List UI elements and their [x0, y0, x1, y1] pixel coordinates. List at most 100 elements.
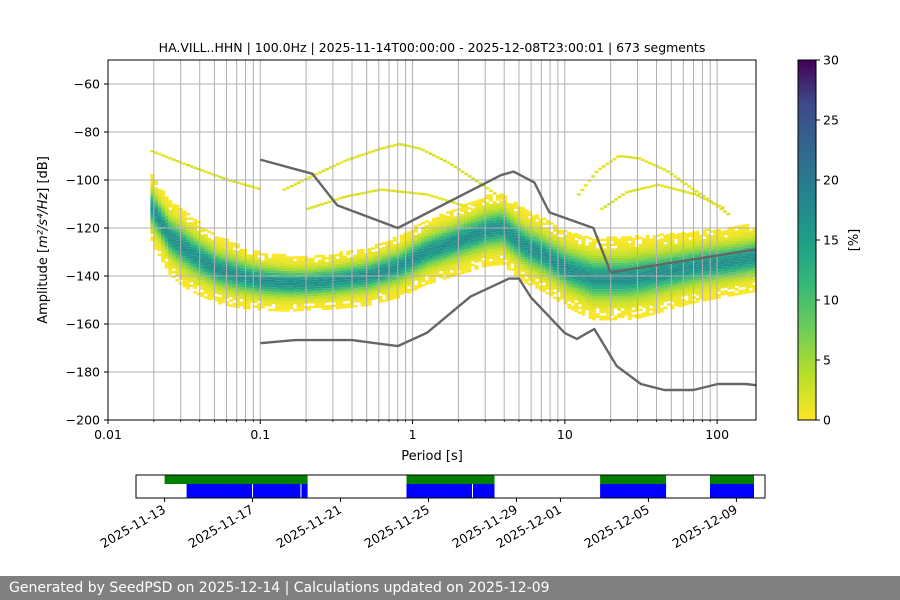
psd-cell: [161, 219, 166, 222]
psd-cell: [481, 236, 486, 239]
psd-cell: [553, 265, 557, 268]
psd-cell: [257, 187, 262, 190]
psd-cell: [738, 292, 743, 295]
psd-cell: [752, 287, 756, 290]
psd-cell: [406, 257, 411, 260]
psd-cell: [157, 200, 162, 204]
psd-cell: [374, 294, 379, 297]
psd-cell: [542, 280, 547, 283]
timeline-ticks: 2025-11-13 2025-11-17 2025-11-21 2025-11-25…: [98, 498, 740, 551]
psd-cell: [292, 263, 297, 266]
psd-cell: [168, 202, 173, 206]
psd-cell: [193, 260, 198, 263]
psd-cell: [235, 296, 240, 299]
psd-cell: [332, 259, 337, 262]
psd-cell: [663, 270, 668, 274]
psd-cell: [595, 258, 600, 261]
psd-cell: [663, 282, 668, 286]
psd-cell: [674, 279, 679, 282]
psd-cell: [474, 217, 479, 220]
psd-cell: [642, 315, 646, 318]
psd-cell: [405, 191, 410, 194]
psd-cell: [207, 293, 212, 296]
psd-cell: [367, 288, 372, 292]
psd-cell: [716, 233, 721, 237]
psd-cell: [545, 241, 550, 244]
psd-cell: [325, 295, 329, 298]
psd-cell: [321, 286, 326, 289]
psd-cell: [218, 297, 223, 300]
psd-cell: [741, 241, 746, 244]
psd-cell: [421, 236, 426, 239]
psd-cell: [246, 261, 251, 264]
psd-cell: [613, 306, 618, 309]
psd-cell: [563, 234, 568, 238]
psd-cell: [175, 223, 180, 227]
psd-cell: [553, 251, 557, 254]
psd-cell: [474, 200, 479, 203]
psd-cell: [531, 246, 536, 249]
psd-cell: [684, 274, 689, 277]
psd-cell: [706, 243, 711, 246]
psd-cell: [414, 261, 418, 264]
noise-model-lines: [259, 158, 756, 392]
psd-cell: [488, 230, 493, 233]
psd-cell: [503, 228, 508, 232]
psd-cell: [699, 280, 703, 283]
psd-cell: [232, 259, 237, 262]
psd-cell: [606, 250, 611, 254]
psd-cell: [392, 289, 397, 293]
psd-cell: [599, 301, 604, 304]
psd-cell: [567, 294, 572, 297]
psd-cell: [506, 251, 511, 254]
psd-cell: [592, 284, 597, 287]
psd-cell: [406, 272, 411, 275]
psd-cell: [424, 249, 429, 252]
psd-cell: [574, 281, 579, 284]
psd-cell: [524, 267, 529, 270]
psd-cell: [542, 277, 547, 281]
psd-cell: [524, 219, 529, 222]
psd-cell: [214, 270, 219, 273]
psd-cell: [535, 272, 540, 275]
psd-cell: [620, 246, 625, 249]
psd-cell: [699, 268, 703, 271]
psd-cell: [371, 278, 376, 281]
psd-cell: [168, 272, 173, 275]
psd-cell: [623, 155, 627, 158]
psd-cell: [378, 295, 383, 299]
psd-cell: [624, 282, 629, 285]
psd-cell: [471, 230, 475, 233]
psd-cell: [709, 249, 714, 252]
psd-cell: [563, 299, 568, 302]
psd-cell: [268, 284, 272, 288]
psd-cell: [370, 190, 374, 193]
y-tick-label: −160: [66, 317, 100, 332]
psd-cell: [150, 205, 155, 208]
psd-cell: [446, 237, 451, 241]
psd-cell: [734, 278, 739, 281]
psd-cell: [563, 285, 568, 288]
psd-cell: [653, 184, 658, 187]
psd-cell: [638, 243, 643, 247]
psd-cell: [634, 246, 639, 250]
psd-cell: [193, 240, 198, 244]
psd-cell: [321, 276, 326, 279]
psd-cell: [610, 279, 614, 282]
psd-cell: [727, 251, 732, 254]
psd-cell: [666, 245, 671, 249]
psd-cell: [382, 246, 386, 250]
psd-cell: [385, 294, 390, 297]
psd-cell: [538, 264, 543, 267]
psd-cell: [442, 231, 447, 234]
psd-cell: [392, 256, 397, 259]
psd-cell: [570, 269, 575, 273]
psd-cell: [189, 243, 194, 247]
psd-cell: [631, 261, 636, 265]
psd-cell: [200, 169, 205, 172]
colorbar-tick-label: 5: [823, 353, 831, 368]
psd-cell: [264, 289, 269, 292]
psd-cell: [246, 273, 251, 276]
psd-cell: [674, 298, 679, 302]
